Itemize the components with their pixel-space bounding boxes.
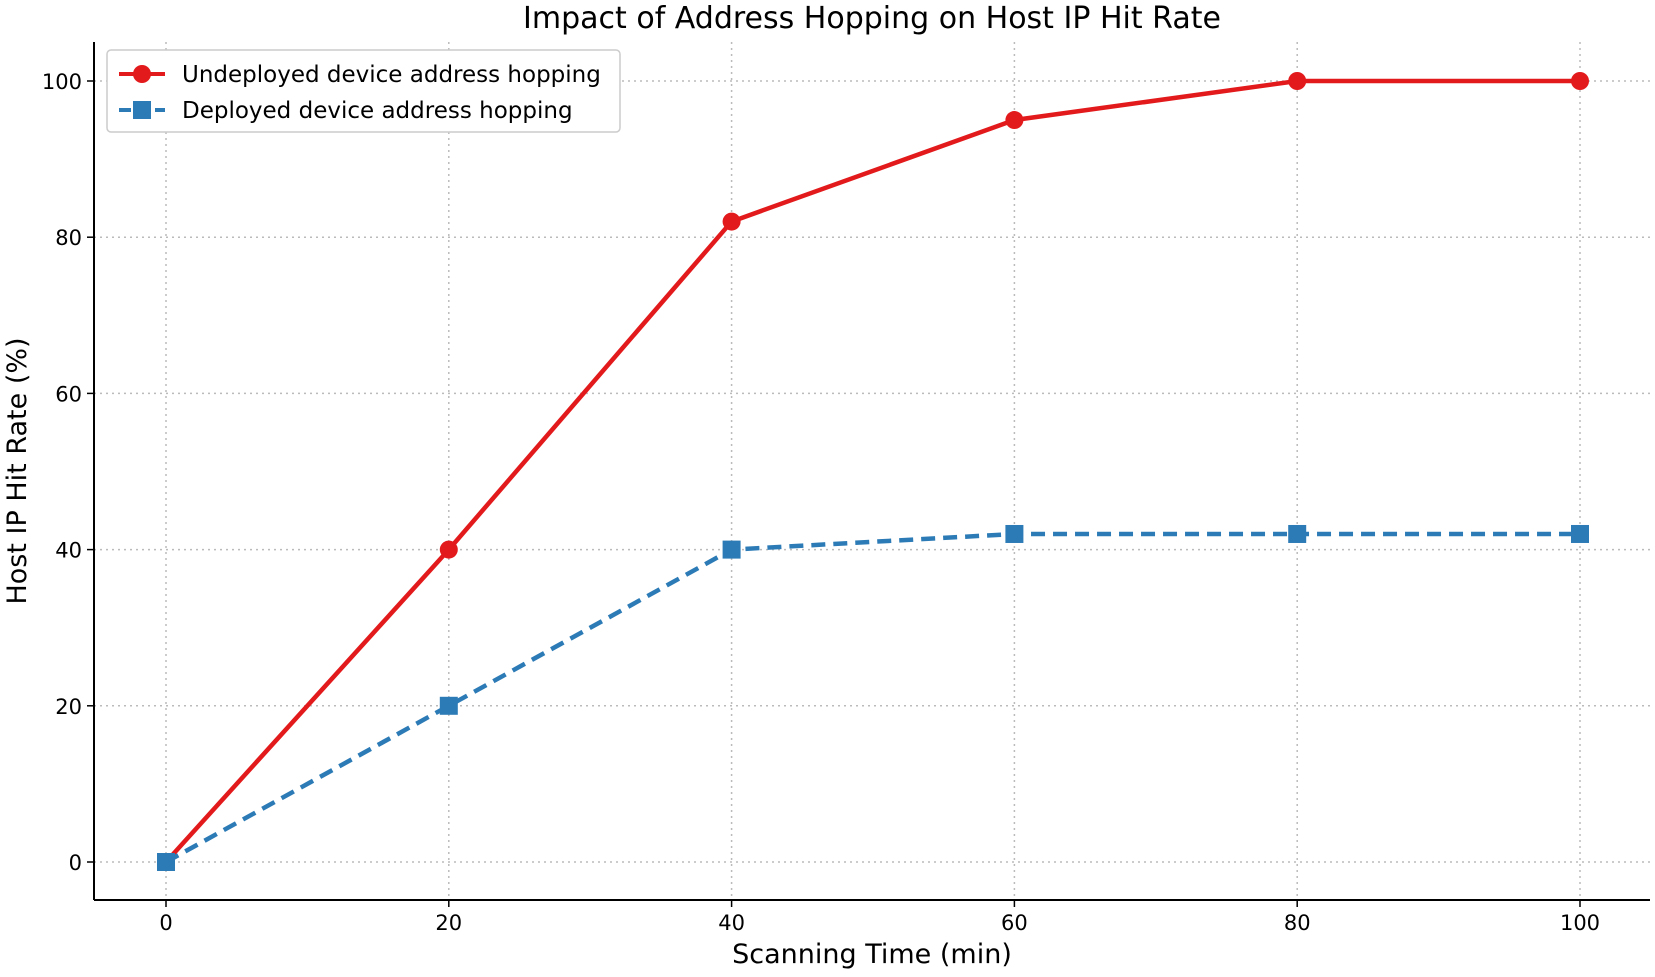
- data-point: [722, 540, 741, 559]
- x-tick-label: 60: [1001, 911, 1028, 935]
- y-tick-label: 80: [55, 226, 82, 250]
- data-point: [1571, 524, 1589, 543]
- y-tick-label: 100: [42, 70, 82, 94]
- y-tick-label: 40: [55, 539, 82, 563]
- x-tick-label: 40: [718, 911, 745, 935]
- legend-marker-undeployed: [133, 65, 151, 83]
- series-layer: [157, 72, 1589, 871]
- series-line-1: [164, 531, 1580, 864]
- data-point: [1005, 111, 1024, 130]
- legend: Undeployed device address hopping Deploy…: [106, 49, 621, 133]
- legend-label-deployed: Deployed device address hopping: [182, 98, 573, 124]
- data-point: [157, 853, 175, 871]
- data-point: [439, 696, 458, 715]
- chart-title: Impact of Address Hopping on Host IP Hit…: [523, 1, 1221, 36]
- legend-marker-deployed: [133, 101, 151, 119]
- axes: [93, 42, 1650, 901]
- x-tick-label: 100: [1560, 911, 1600, 935]
- legend-label-undeployed: Undeployed device address hopping: [182, 62, 601, 88]
- y-axis-label: Host IP Hit Rate (%): [2, 337, 33, 604]
- x-tick-label: 20: [435, 911, 462, 935]
- legend-box: [106, 49, 621, 133]
- ticks: 0 20 40 60 80 100 0 20 40 60 80 100: [42, 70, 1600, 935]
- y-tick-label: 60: [55, 382, 82, 406]
- data-point: [1571, 72, 1589, 90]
- x-tick-label: 0: [159, 911, 172, 935]
- y-tick-label: 20: [55, 695, 82, 719]
- data-point: [1005, 524, 1024, 543]
- x-tick-label: 80: [1284, 911, 1311, 935]
- series-line-0: [164, 78, 1580, 864]
- y-tick-label: 0: [69, 851, 82, 875]
- x-axis-label: Scanning Time (min): [732, 939, 1012, 970]
- data-point: [1288, 72, 1307, 90]
- data-point: [722, 212, 741, 231]
- data-point: [439, 540, 458, 559]
- data-point: [1288, 524, 1307, 543]
